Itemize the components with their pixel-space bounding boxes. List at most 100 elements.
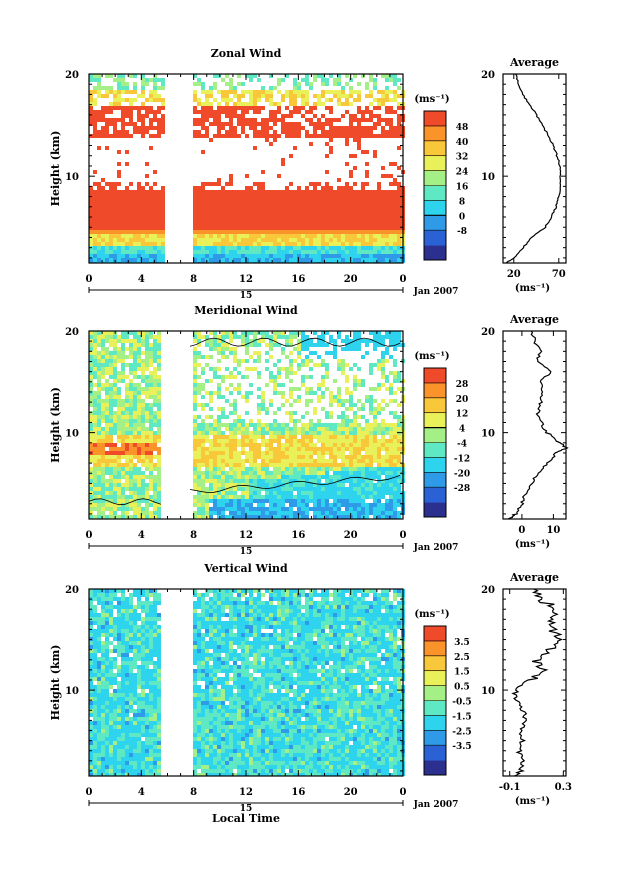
heatmap-cell [357, 511, 361, 515]
heatmap-cell [161, 190, 165, 194]
heatmap-cell [149, 250, 153, 254]
heatmap-cell [357, 399, 361, 403]
heatmap-cell [129, 250, 133, 254]
heatmap-cell [133, 411, 137, 415]
heatmap-cell [253, 483, 257, 487]
heatmap-cell [325, 106, 329, 110]
heatmap-cell [253, 214, 257, 218]
heatmap-cell [365, 194, 369, 198]
heatmap-cell [97, 363, 101, 367]
heatmap-cell [193, 431, 197, 435]
heatmap-cell [217, 106, 221, 110]
heatmap-cell [293, 387, 297, 391]
heatmap-cell [149, 110, 153, 114]
heatmap-cell [137, 351, 141, 355]
heatmap-cell [397, 182, 401, 186]
heatmap-cell [333, 395, 337, 399]
heatmap-cell [389, 371, 393, 375]
heatmap-cell [233, 194, 237, 198]
heatmap-cell [93, 479, 97, 483]
heatmap-cell [265, 134, 269, 138]
heatmap-cell [93, 459, 97, 463]
heatmap-cell [301, 98, 305, 102]
heatmap-cell [233, 491, 237, 495]
heatmap-cell [89, 102, 93, 106]
heatmap-cell [133, 210, 137, 214]
heatmap-cell [153, 511, 157, 515]
heatmap-cell [201, 463, 205, 467]
heatmap-cell [377, 210, 381, 214]
heatmap-cell [141, 471, 145, 475]
heatmap-cell [385, 78, 389, 82]
heatmap-cell [277, 383, 281, 387]
heatmap-cell [137, 439, 141, 443]
heatmap-cell [381, 419, 385, 423]
heatmap-cell [261, 118, 265, 122]
heatmap-cell [97, 403, 101, 407]
heatmap-cell [121, 214, 125, 218]
heatmap-cell [197, 250, 201, 254]
heatmap-cell [305, 467, 309, 471]
heatmap-cell [337, 254, 341, 258]
heatmap-cell [285, 335, 289, 339]
heatmap-cell [201, 511, 205, 515]
heatmap-cell [357, 210, 361, 214]
heatmap-cell [397, 495, 401, 499]
heatmap-cell [313, 122, 317, 126]
heatmap-cell [233, 230, 237, 234]
heatmap-cell [341, 86, 345, 90]
heatmap-cell [229, 463, 233, 467]
heatmap-cell [193, 214, 197, 218]
heatmap-cell [373, 154, 377, 158]
heatmap-cell [361, 463, 365, 467]
heatmap-cell [353, 182, 357, 186]
heatmap-cell [285, 134, 289, 138]
heatmap-cell [197, 242, 201, 246]
heatmap-cell [93, 467, 97, 471]
heatmap-cell [377, 214, 381, 218]
heatmap-cell [361, 495, 365, 499]
heatmap-cell [89, 186, 93, 190]
heatmap-cell [233, 427, 237, 431]
heatmap-cell [285, 130, 289, 134]
heatmap-cell [265, 427, 269, 431]
heatmap-cell [245, 471, 249, 475]
heatmap-cell [301, 198, 305, 202]
heatmap-cell [217, 202, 221, 206]
heatmap-cell [153, 483, 157, 487]
heatmap-cell [349, 343, 353, 347]
heatmap-cell [341, 102, 345, 106]
heatmap-cell [101, 499, 105, 503]
heatmap-cell [125, 515, 129, 519]
heatmap-cell [385, 194, 389, 198]
heatmap-cell [253, 447, 257, 451]
heatmap-cell [193, 427, 197, 431]
heatmap-cell [213, 226, 217, 230]
heatmap-cell [97, 499, 101, 503]
heatmap-cell [353, 198, 357, 202]
heatmap-cell [157, 226, 161, 230]
heatmap-cell [109, 254, 113, 258]
heatmap-cell [265, 258, 269, 262]
heatmap-cell [117, 335, 121, 339]
heatmap-cell [245, 194, 249, 198]
heatmap-cell [325, 511, 329, 515]
heatmap-cell [273, 423, 277, 427]
heatmap-cell [221, 331, 225, 335]
heatmap-cell [121, 419, 125, 423]
heatmap-cell [121, 371, 125, 375]
heatmap-cell [289, 487, 293, 491]
heatmap-cell [237, 459, 241, 463]
heatmap-cell [117, 118, 121, 122]
heatmap-cell [105, 226, 109, 230]
heatmap-cell [213, 190, 217, 194]
heatmap-cell [253, 359, 257, 363]
heatmap-cell [337, 471, 341, 475]
heatmap-cell [321, 491, 325, 495]
heatmap-cell [257, 90, 261, 94]
heatmap-cell [269, 142, 273, 146]
heatmap-cell [109, 443, 113, 447]
heatmap-cell [397, 387, 401, 391]
heatmap-cell [125, 363, 129, 367]
heatmap-cell [241, 443, 245, 447]
